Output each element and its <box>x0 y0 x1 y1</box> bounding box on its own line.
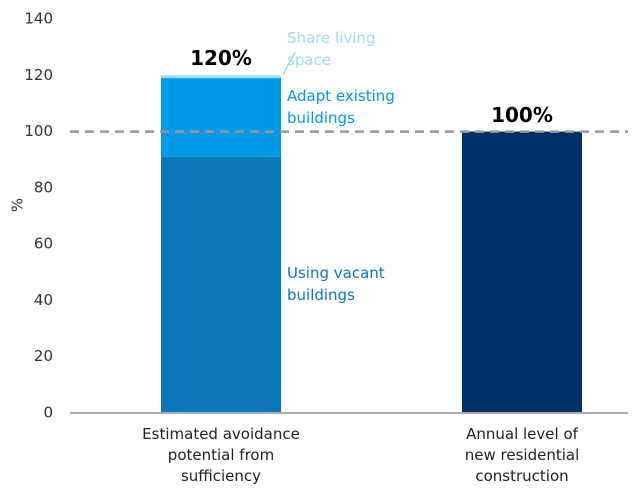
series-label: Using vacant buildings <box>287 264 385 304</box>
total-label: 120% <box>190 46 252 71</box>
y-axis-label: % <box>9 198 27 212</box>
y-tick-label: 60 <box>34 235 53 253</box>
x-tick-label: Annual level of new residential construc… <box>464 425 580 485</box>
y-tick-label: 100 <box>24 122 53 140</box>
bar-segment <box>462 131 582 414</box>
series-label: Adapt existing buildings <box>287 87 395 127</box>
y-tick-label: 120 <box>24 66 53 84</box>
total-label: 100% <box>491 102 553 127</box>
y-tick-label: 40 <box>34 291 53 309</box>
x-tick-label: Estimated avoidance potential from suffi… <box>142 425 300 485</box>
series-label: Share living space <box>287 29 376 69</box>
bar-segment <box>161 78 281 157</box>
bar-segment <box>161 156 281 413</box>
leader-line <box>282 51 296 76</box>
y-tick-label: 0 <box>43 404 53 422</box>
y-tick-label: 140 <box>24 10 53 28</box>
y-tick-label: 80 <box>34 178 53 196</box>
bar-segment <box>161 75 281 79</box>
y-tick-label: 20 <box>34 347 53 365</box>
